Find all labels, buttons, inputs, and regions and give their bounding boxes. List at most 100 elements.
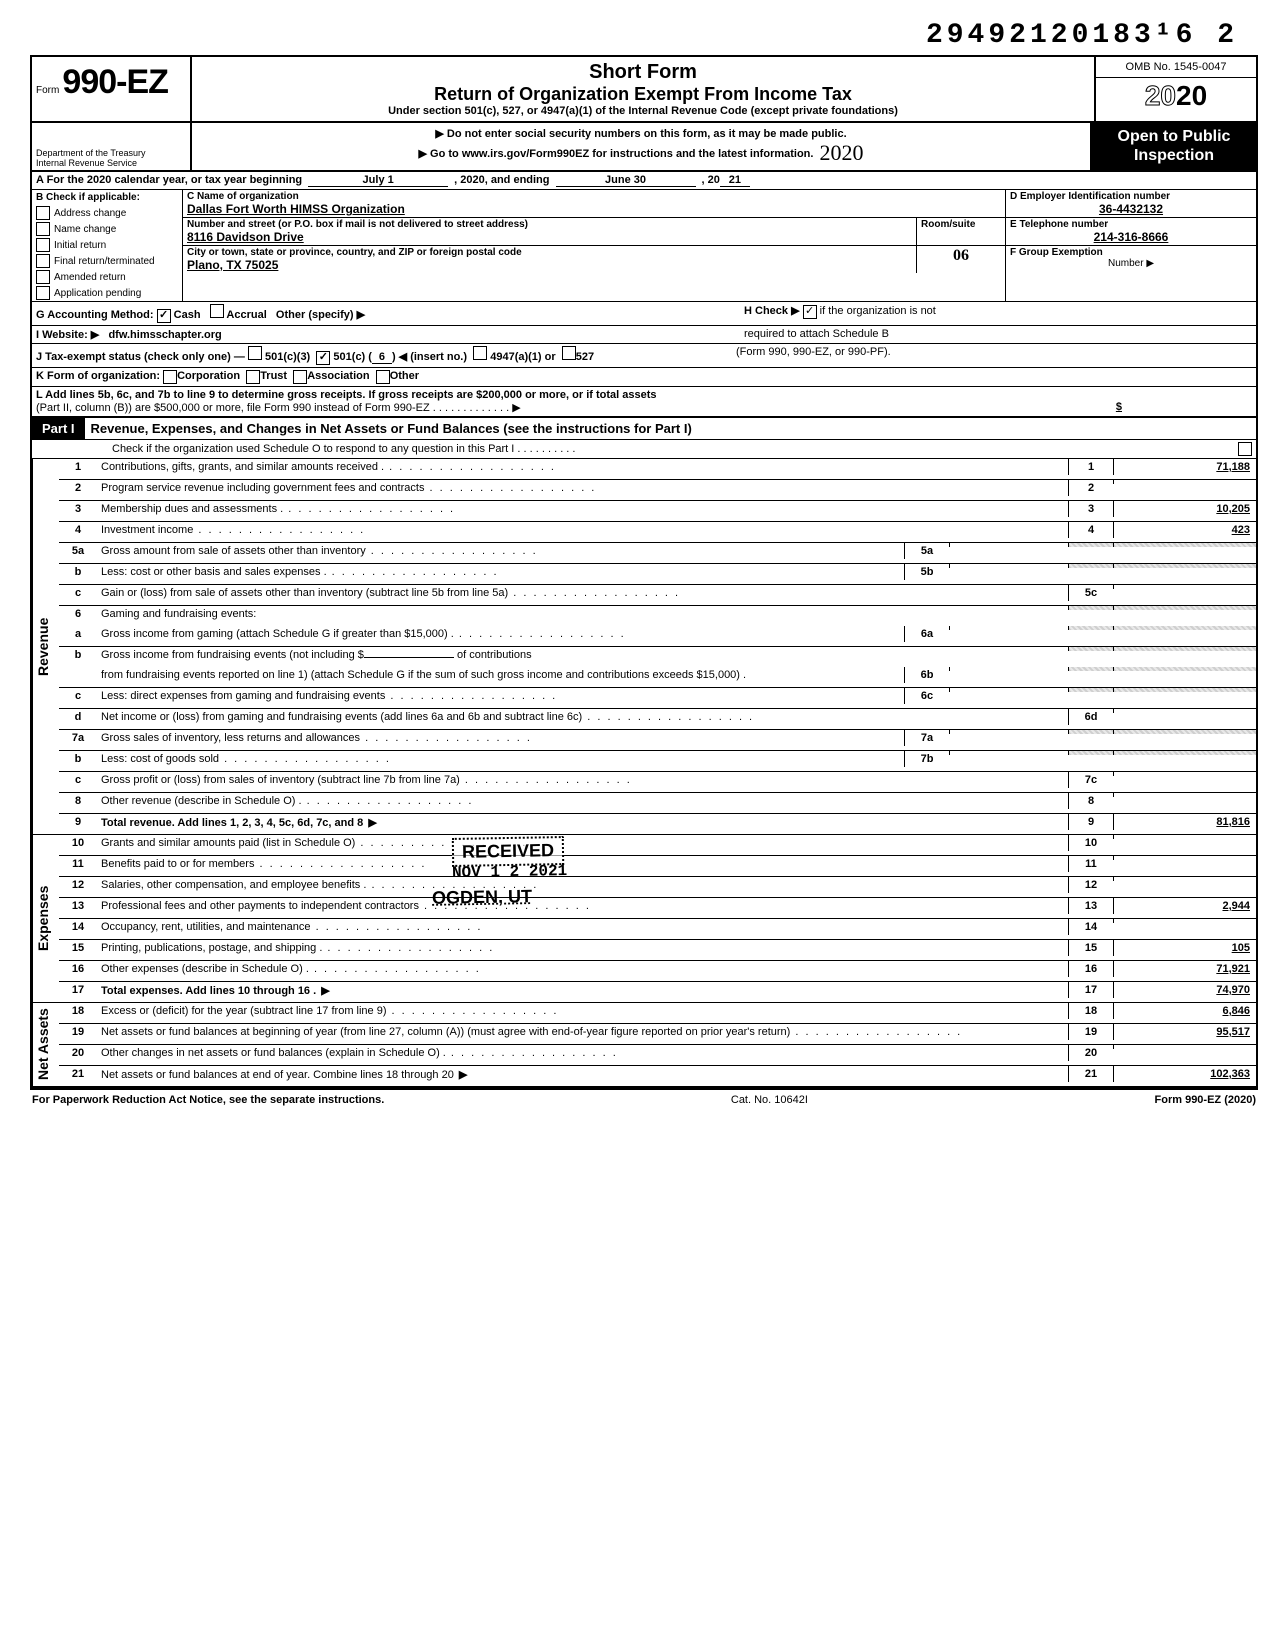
ln-txt: Other changes in net assets or fund bala… (97, 1045, 1068, 1061)
d-label: D Employer Identification number (1010, 191, 1252, 202)
line-13: 13Professional fees and other payments t… (59, 898, 1256, 919)
line-18: 18Excess or (deficit) for the year (subt… (59, 1003, 1256, 1024)
org-street: 8116 Davidson Drive (187, 230, 912, 244)
c-street-label: Number and street (or P.O. box if mail i… (187, 219, 912, 230)
line-10: 10Grants and similar amounts paid (list … (59, 835, 1256, 856)
l-line1: L Add lines 5b, 6c, and 7b to line 9 to … (36, 389, 1252, 401)
e-label: E Telephone number (1010, 219, 1252, 230)
b-header: B Check if applicable: (32, 190, 182, 205)
chk-schedule-o[interactable] (1238, 442, 1252, 456)
line-5b: bLess: cost or other basis and sales exp… (59, 564, 1256, 585)
k-assoc: Association (307, 370, 369, 384)
ln-txt: Gross amount from sale of assets other t… (97, 543, 904, 559)
line-17: 17Total expenses. Add lines 10 through 1… (59, 982, 1256, 1002)
ln-num-gray (1068, 688, 1113, 692)
section-bcde: B Check if applicable: Address change Na… (32, 190, 1256, 302)
chk-corp[interactable] (163, 370, 177, 384)
ln-num: 4 (1068, 522, 1113, 538)
ln-txt: Salaries, other compensation, and employ… (97, 877, 1068, 893)
room-label: Room/suite (921, 219, 1001, 230)
dept-line1: Department of the Treasury (36, 148, 186, 158)
g-accounting: G Accounting Method: ✓ Cash Accrual Othe… (32, 302, 740, 325)
k-corp: Corporation (177, 370, 240, 384)
ln-num: 10 (1068, 835, 1113, 851)
mini-num: 6a (904, 626, 949, 642)
h-line2-txt: required to attach Schedule B (744, 328, 889, 340)
chk-cash[interactable]: ✓ (157, 309, 171, 323)
ln-txt: Total expenses. Add lines 10 through 16 … (97, 982, 1068, 999)
chk-other-org[interactable] (376, 370, 390, 384)
handwritten-year: 2020 (819, 140, 863, 166)
part1-sub-text: Check if the organization used Schedule … (112, 443, 575, 455)
ln-amt: 95,517 (1113, 1024, 1256, 1040)
chk-label: Initial return (54, 240, 106, 251)
ln-amt: 10,205 (1113, 501, 1256, 517)
ln-txt: Gross profit or (loss) from sales of inv… (97, 772, 1068, 788)
do-not-enter: ▶ Do not enter social security numbers o… (198, 127, 1084, 140)
ln-num: 18 (1068, 1003, 1113, 1019)
line-12: 12Salaries, other compensation, and empl… (59, 877, 1256, 898)
row-l: L Add lines 5b, 6c, and 7b to line 9 to … (32, 387, 1256, 418)
ln-amt (1113, 1045, 1256, 1049)
taxyear-begin: July 1 (308, 174, 448, 187)
chk-trust[interactable] (246, 370, 260, 384)
chk-527[interactable] (562, 346, 576, 360)
chk-assoc[interactable] (293, 370, 307, 384)
header-right: OMB No. 1545-0047 2020 (1096, 57, 1256, 121)
ln-num-gray (1068, 751, 1113, 755)
chk-name-change[interactable]: Name change (32, 221, 182, 237)
ln-num: 21 (1068, 1066, 1113, 1082)
chk-501c3[interactable] (248, 346, 262, 360)
ln-txt: Gaming and fundraising events: (97, 606, 1068, 622)
line-14: 14Occupancy, rent, utilities, and mainte… (59, 919, 1256, 940)
ln-txt: Membership dues and assessments . (97, 501, 1068, 517)
under-section: Under section 501(c), 527, or 4947(a)(1)… (198, 105, 1088, 117)
ln-amt-gray (1113, 730, 1256, 734)
chk-application-pending[interactable]: Application pending (32, 285, 182, 301)
line-6b-1: b Gross income from fundraising events (… (59, 647, 1256, 667)
mini-val (949, 730, 1068, 734)
chk-amended-return[interactable]: Amended return (32, 269, 182, 285)
ln-txt: Other revenue (describe in Schedule O) . (97, 793, 1068, 809)
ln-txt: Contributions, gifts, grants, and simila… (97, 459, 1068, 475)
chk-4947[interactable] (473, 346, 487, 360)
chk-schedule-b[interactable]: ✓ (803, 305, 817, 319)
ln-txt: from fundraising events reported on line… (97, 667, 904, 683)
chk-address-change[interactable]: Address change (32, 205, 182, 221)
row-a-y: , 20 (702, 174, 720, 187)
g-label: G Accounting Method: (36, 309, 154, 321)
d-ein-row: D Employer Identification number 36-4432… (1006, 190, 1256, 218)
chk-accrual[interactable] (210, 304, 224, 318)
ln-txt: Program service revenue including govern… (97, 480, 1068, 496)
row-i: I Website: ▶ dfw.himsschapter.org requir… (32, 326, 1256, 344)
ln-num: 7c (1068, 772, 1113, 788)
footer-cat: Cat. No. 10642I (384, 1094, 1154, 1106)
ln-amt-gray (1113, 647, 1256, 651)
ln-num: 20 (1068, 1045, 1113, 1061)
mini-num: 5a (904, 543, 949, 559)
j-insert-no: 6 (372, 351, 392, 364)
revenue-side-label: Revenue (32, 459, 59, 834)
chk-initial-return[interactable]: Initial return (32, 237, 182, 253)
ln-amt-gray (1113, 606, 1256, 610)
mini-val (949, 688, 1068, 692)
ln-num: 9 (1068, 814, 1113, 830)
ln-amt-gray (1113, 667, 1256, 671)
ln-num: 16 (1068, 961, 1113, 977)
chk-501c[interactable]: ✓ (316, 351, 330, 365)
line-5c: cGain or (loss) from sale of assets othe… (59, 585, 1256, 606)
ln-num: 19 (1068, 1024, 1113, 1040)
part1-header: Part I Revenue, Expenses, and Changes in… (32, 418, 1256, 440)
line-6a: aGross income from gaming (attach Schedu… (59, 626, 1256, 647)
ln-txt: Gain or (loss) from sale of assets other… (97, 585, 1068, 601)
chk-final-return[interactable]: Final return/terminated (32, 253, 182, 269)
omb-number: OMB No. 1545-0047 (1096, 57, 1256, 78)
footer: For Paperwork Reduction Act Notice, see … (30, 1090, 1258, 1110)
chk-label: Name change (54, 224, 116, 235)
mini-val (949, 626, 1068, 630)
k-other: Other (390, 370, 419, 384)
instructions-row: Department of the Treasury Internal Reve… (32, 123, 1256, 172)
ln-num: 15 (1068, 940, 1113, 956)
h-line2: required to attach Schedule B (740, 326, 1256, 343)
ln-txt: Less: direct expenses from gaming and fu… (97, 688, 904, 704)
